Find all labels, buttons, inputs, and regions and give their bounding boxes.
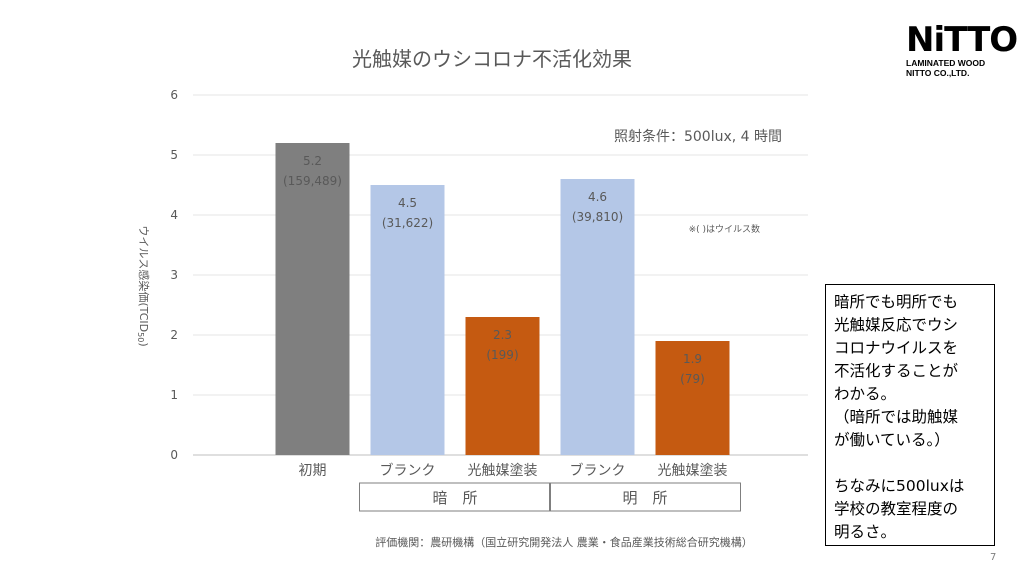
note-line: コロナウイルスを	[834, 339, 959, 357]
note-line: が働いている。）	[834, 431, 950, 449]
virus-count-note: ※( )はウイルス数	[689, 223, 760, 235]
note-line: （暗所では助触媒	[834, 408, 959, 426]
y-axis-label: ウイルス感染価(TCID50)	[136, 225, 151, 346]
page-number: 7	[990, 552, 997, 563]
y-tick-label: 1	[170, 388, 178, 402]
virus-count-label: (199)	[486, 348, 518, 362]
note-line: わかる。	[834, 385, 897, 403]
x-tick-label: 光触媒塗装	[468, 462, 538, 479]
y-tick-label: 5	[170, 148, 178, 162]
virus-count-label: (39,810)	[572, 210, 623, 224]
y-tick-label: 6	[170, 88, 178, 102]
y-tick-label: 2	[170, 328, 178, 342]
virus-count-label: (159,489)	[283, 174, 342, 188]
bars: 5.2 (159,489) 4.5 (31,622) 2.3 (199) 4.6 (39,81…	[275, 143, 730, 455]
data-label: 5.2	[303, 154, 322, 168]
note-line	[834, 452, 986, 475]
virus-count-label: (31,622)	[382, 216, 433, 230]
bar	[465, 317, 540, 455]
x-tick-label: 光触媒塗装	[658, 462, 728, 479]
note-line: 学校の教室程度の	[834, 500, 959, 518]
y-tick-label: 0	[170, 448, 178, 462]
x-tick-label: ブランク	[380, 462, 436, 479]
bar	[275, 143, 350, 455]
virus-count-label: (79)	[680, 372, 705, 386]
x-tick-label: ブランク	[570, 462, 626, 479]
chart-title: 光触媒のウシコロナ不活化効果	[352, 47, 632, 71]
data-label: 2.3	[493, 328, 512, 342]
y-axis-ticks: 0 1 2 3 4 5 6	[170, 88, 178, 462]
summary-note-box: 暗所でも明所でも 光触媒反応でウシ コロナウイルスを 不活化することが わかる。…	[825, 284, 995, 546]
data-label: 4.5	[398, 196, 417, 210]
note-line: ちなみに500luxは	[834, 477, 965, 495]
data-label: 4.6	[588, 190, 607, 204]
note-line: 光触媒反応でウシ	[834, 316, 959, 334]
logo-mark: NiTTO	[906, 20, 1018, 60]
group-label: 暗 所	[432, 489, 477, 507]
bar	[655, 341, 730, 455]
group-box	[549, 482, 741, 512]
source-credit: 評価機関：農研機構（国立研究開発法人 農業・食品産業技術総合研究機構）	[375, 535, 753, 549]
group-labels: 暗 所明 所	[359, 482, 741, 512]
group-label: 明 所	[622, 489, 667, 507]
company-logo: NiTTO LAMINATED WOOD NITTO CO.,LTD.	[906, 20, 1018, 82]
group-box	[359, 482, 551, 512]
data-label: 1.9	[683, 352, 702, 366]
note-line: 不活化することが	[834, 362, 959, 380]
y-tick-label: 4	[170, 208, 178, 222]
x-axis-labels: 初期 ブランク 光触媒塗装 ブランク 光触媒塗装	[299, 462, 728, 479]
logo-line-2: NITTO CO.,LTD.	[906, 68, 970, 78]
condition-annotation: 照射条件：500lux, 4 時間	[614, 128, 782, 145]
bar	[370, 185, 445, 455]
logo-line-1: LAMINATED WOOD	[906, 58, 986, 68]
note-line: 暗所でも明所でも	[834, 293, 959, 311]
y-tick-label: 3	[170, 268, 178, 282]
x-tick-label: 初期	[299, 462, 327, 479]
note-line: 明るさ。	[834, 523, 897, 541]
bar	[560, 179, 635, 455]
